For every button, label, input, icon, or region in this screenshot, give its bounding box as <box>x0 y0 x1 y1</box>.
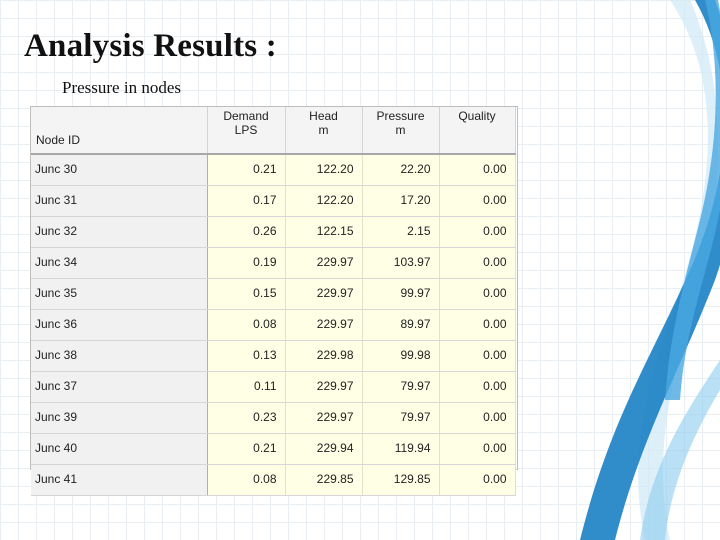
pressure-cell: 79.97 <box>362 371 440 403</box>
head-cell: 229.85 <box>285 464 363 496</box>
pressure-cell: 2.15 <box>362 216 440 248</box>
node-id-cell: Junc 41 <box>31 464 208 496</box>
quality-cell: 0.00 <box>439 433 516 465</box>
node-id-cell: Junc 31 <box>31 185 208 217</box>
node-id-cell: Junc 32 <box>31 216 208 248</box>
head-cell: 122.15 <box>285 216 363 248</box>
pressure-cell: 89.97 <box>362 309 440 341</box>
head-cell: 229.97 <box>285 309 363 341</box>
column-header-line2: LPS <box>234 123 258 137</box>
demand-cell: 0.21 <box>207 153 286 186</box>
head-cell: 122.20 <box>285 153 363 186</box>
head-cell: 229.97 <box>285 247 363 279</box>
table-row[interactable]: Junc 39 0.23 229.97 79.97 0.00 <box>31 402 516 434</box>
quality-cell: 0.00 <box>439 464 516 496</box>
node-id-cell: Junc 39 <box>31 402 208 434</box>
column-header-line2: Node ID <box>36 133 81 147</box>
table-row[interactable]: Junc 34 0.19 229.97 103.97 0.00 <box>31 247 516 279</box>
head-cell: 229.97 <box>285 278 363 310</box>
head-cell: 229.97 <box>285 371 363 403</box>
pressure-cell: 99.98 <box>362 340 440 372</box>
swoosh-faint-band <box>640 360 720 540</box>
pressure-cell: 79.97 <box>362 402 440 434</box>
quality-cell: 0.00 <box>439 371 516 403</box>
demand-cell: 0.15 <box>207 278 286 310</box>
demand-cell: 0.08 <box>207 464 286 496</box>
table-row[interactable]: Junc 35 0.15 229.97 99.97 0.00 <box>31 278 516 310</box>
table-row[interactable]: Junc 30 0.21 122.20 22.20 0.00 <box>31 153 516 186</box>
column-header-demand[interactable]: Demand LPS <box>207 107 286 155</box>
table-row[interactable]: Junc 40 0.21 229.94 119.94 0.00 <box>31 433 516 465</box>
column-header-line2: m <box>318 123 329 137</box>
demand-cell: 0.17 <box>207 185 286 217</box>
node-id-cell: Junc 38 <box>31 340 208 372</box>
table-row[interactable]: Junc 32 0.26 122.15 2.15 0.00 <box>31 216 516 248</box>
table-row[interactable]: Junc 36 0.08 229.97 89.97 0.00 <box>31 309 516 341</box>
node-id-cell: Junc 35 <box>31 278 208 310</box>
node-id-cell: Junc 36 <box>31 309 208 341</box>
quality-cell: 0.00 <box>439 278 516 310</box>
column-header-quality[interactable]: Quality <box>439 107 516 155</box>
demand-cell: 0.23 <box>207 402 286 434</box>
slide-title: Analysis Results : <box>24 28 277 64</box>
table-row[interactable]: Junc 38 0.13 229.98 99.98 0.00 <box>31 340 516 372</box>
pressure-cell: 17.20 <box>362 185 440 217</box>
table-row[interactable]: Junc 31 0.17 122.20 17.20 0.00 <box>31 185 516 217</box>
table-row[interactable]: Junc 37 0.11 229.97 79.97 0.00 <box>31 371 516 403</box>
slide-subtitle: Pressure in nodes <box>62 78 181 97</box>
quality-cell: 0.00 <box>439 185 516 217</box>
quality-cell: 0.00 <box>439 247 516 279</box>
demand-cell: 0.26 <box>207 216 286 248</box>
column-header-line1: Quality <box>458 109 496 123</box>
column-header-head[interactable]: Head m <box>285 107 363 155</box>
decorative-swoosh <box>580 0 720 540</box>
pressure-cell: 119.94 <box>362 433 440 465</box>
demand-cell: 0.19 <box>207 247 286 279</box>
demand-cell: 0.11 <box>207 371 286 403</box>
swoosh-mid-band <box>665 0 720 400</box>
quality-cell: 0.00 <box>439 216 516 248</box>
demand-cell: 0.21 <box>207 433 286 465</box>
column-header-pressure[interactable]: Pressure m <box>362 107 440 155</box>
quality-cell: 0.00 <box>439 309 516 341</box>
column-header-node-id[interactable]: Node ID <box>31 107 208 155</box>
column-header-line2: m <box>395 123 406 137</box>
node-id-cell: Junc 30 <box>31 153 208 186</box>
pressure-cell: 99.97 <box>362 278 440 310</box>
quality-cell: 0.00 <box>439 340 516 372</box>
quality-cell: 0.00 <box>439 402 516 434</box>
node-id-cell: Junc 34 <box>31 247 208 279</box>
head-cell: 229.98 <box>285 340 363 372</box>
results-table-panel: Node ID Demand LPS Head m Pressure m Qua… <box>30 106 518 496</box>
pressure-cell: 22.20 <box>362 153 440 186</box>
table-row[interactable]: Junc 41 0.08 229.85 129.85 0.00 <box>31 464 516 496</box>
demand-cell: 0.08 <box>207 309 286 341</box>
head-cell: 229.97 <box>285 402 363 434</box>
head-cell: 229.94 <box>285 433 363 465</box>
node-id-cell: Junc 37 <box>31 371 208 403</box>
column-header-line1: Demand <box>223 109 269 123</box>
pressure-cell: 103.97 <box>362 247 440 279</box>
column-header-line1: Pressure <box>376 109 425 123</box>
demand-cell: 0.13 <box>207 340 286 372</box>
quality-cell: 0.00 <box>439 153 516 186</box>
column-header-line1: Head <box>309 109 338 123</box>
node-id-cell: Junc 40 <box>31 433 208 465</box>
head-cell: 122.20 <box>285 185 363 217</box>
table-header-row: Node ID Demand LPS Head m Pressure m Qua… <box>31 107 516 155</box>
pressure-cell: 129.85 <box>362 464 440 496</box>
node-results-table: Node ID Demand LPS Head m Pressure m Qua… <box>31 107 516 496</box>
